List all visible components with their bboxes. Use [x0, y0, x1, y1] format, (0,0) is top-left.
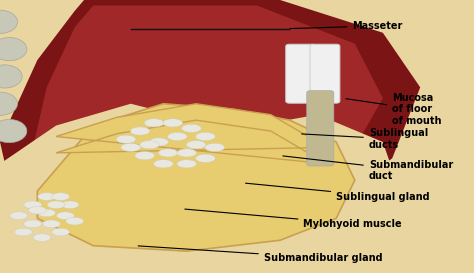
Ellipse shape — [149, 138, 169, 146]
Ellipse shape — [24, 220, 42, 228]
Ellipse shape — [135, 152, 155, 160]
Ellipse shape — [0, 120, 27, 143]
Ellipse shape — [0, 65, 22, 88]
Text: Masseter: Masseter — [290, 21, 403, 31]
Ellipse shape — [15, 228, 32, 236]
FancyBboxPatch shape — [310, 44, 340, 103]
Ellipse shape — [33, 234, 51, 241]
Ellipse shape — [130, 127, 150, 135]
Ellipse shape — [56, 212, 74, 219]
Ellipse shape — [116, 135, 136, 143]
Ellipse shape — [24, 201, 42, 209]
Ellipse shape — [158, 149, 178, 157]
Ellipse shape — [52, 228, 70, 236]
Ellipse shape — [154, 160, 173, 168]
FancyBboxPatch shape — [307, 91, 334, 166]
Ellipse shape — [38, 193, 55, 200]
Polygon shape — [0, 104, 411, 273]
Ellipse shape — [144, 119, 164, 127]
Polygon shape — [37, 104, 355, 251]
Text: Sublingual gland: Sublingual gland — [246, 183, 430, 201]
Ellipse shape — [47, 201, 65, 209]
Polygon shape — [28, 5, 383, 229]
FancyBboxPatch shape — [286, 44, 316, 103]
Text: Submandibular
duct: Submandibular duct — [283, 156, 453, 182]
Polygon shape — [0, 0, 420, 251]
Ellipse shape — [177, 160, 197, 168]
Polygon shape — [56, 104, 327, 164]
Ellipse shape — [28, 206, 46, 214]
Ellipse shape — [121, 143, 140, 152]
Ellipse shape — [0, 10, 18, 33]
Ellipse shape — [196, 132, 215, 141]
Ellipse shape — [177, 149, 197, 157]
Text: Mylohyoid muscle: Mylohyoid muscle — [185, 209, 402, 229]
Ellipse shape — [0, 38, 27, 61]
Text: Sublingual
ducts: Sublingual ducts — [301, 128, 428, 150]
Ellipse shape — [66, 217, 83, 225]
Ellipse shape — [182, 124, 201, 132]
Ellipse shape — [196, 154, 215, 162]
Ellipse shape — [43, 220, 60, 228]
Ellipse shape — [205, 143, 225, 152]
Text: Mucosa
of floor
of mouth: Mucosa of floor of mouth — [346, 93, 442, 126]
Ellipse shape — [140, 141, 159, 149]
Ellipse shape — [52, 193, 70, 200]
Ellipse shape — [10, 212, 27, 219]
Ellipse shape — [38, 209, 55, 217]
Ellipse shape — [163, 119, 182, 127]
Ellipse shape — [61, 201, 79, 209]
Ellipse shape — [186, 141, 206, 149]
Ellipse shape — [168, 132, 187, 141]
Text: Submandibular gland: Submandibular gland — [138, 246, 383, 263]
Ellipse shape — [0, 92, 18, 115]
